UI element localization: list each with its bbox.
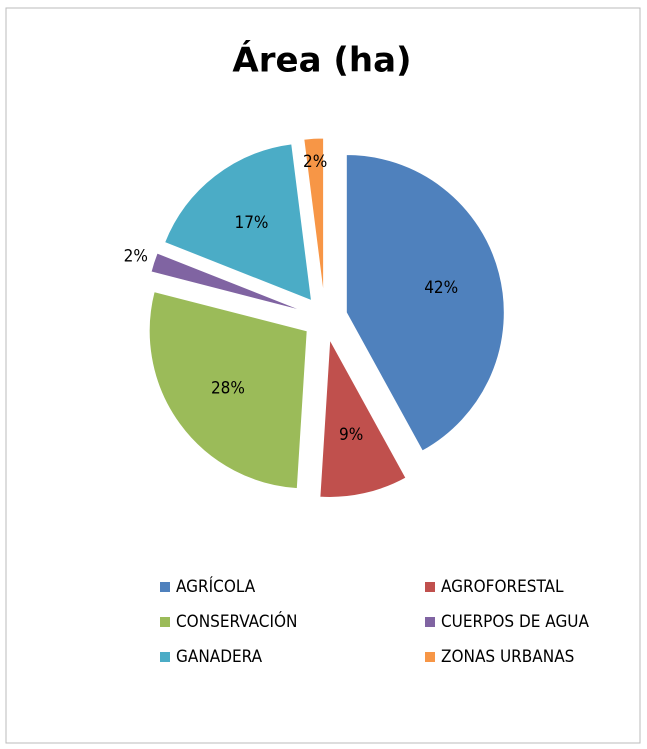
legend-swatch xyxy=(160,582,170,592)
pie-slice xyxy=(163,143,313,302)
data-label: 2% xyxy=(303,152,327,172)
data-label: 42% xyxy=(424,278,458,298)
pie-slice xyxy=(319,337,407,498)
data-label: 2% xyxy=(124,247,148,267)
legend-swatch xyxy=(160,617,170,627)
pie-slice xyxy=(148,291,308,490)
legend-swatch xyxy=(160,652,170,662)
pie-slice xyxy=(303,137,325,297)
legend-label: CONSERVACIÓN xyxy=(176,610,297,632)
legend-label: AGRÍCOLA xyxy=(176,575,256,597)
legend-label: CUERPOS DE AGUA xyxy=(441,612,590,632)
legend-label: GANADERA xyxy=(176,647,263,667)
legend-swatch xyxy=(425,582,435,592)
data-label: 28% xyxy=(211,379,245,399)
data-label: 17% xyxy=(234,213,268,233)
pie-slice xyxy=(345,154,505,452)
legend-label: ZONAS URBANAS xyxy=(441,647,574,667)
data-label: 9% xyxy=(339,425,363,445)
chart-title: Área (ha) xyxy=(232,40,411,81)
pie-slice xyxy=(150,252,305,312)
chart-border xyxy=(5,7,641,744)
legend-swatch xyxy=(425,652,435,662)
legend-swatch xyxy=(425,617,435,627)
legend-label: AGROFORESTAL xyxy=(441,577,564,597)
